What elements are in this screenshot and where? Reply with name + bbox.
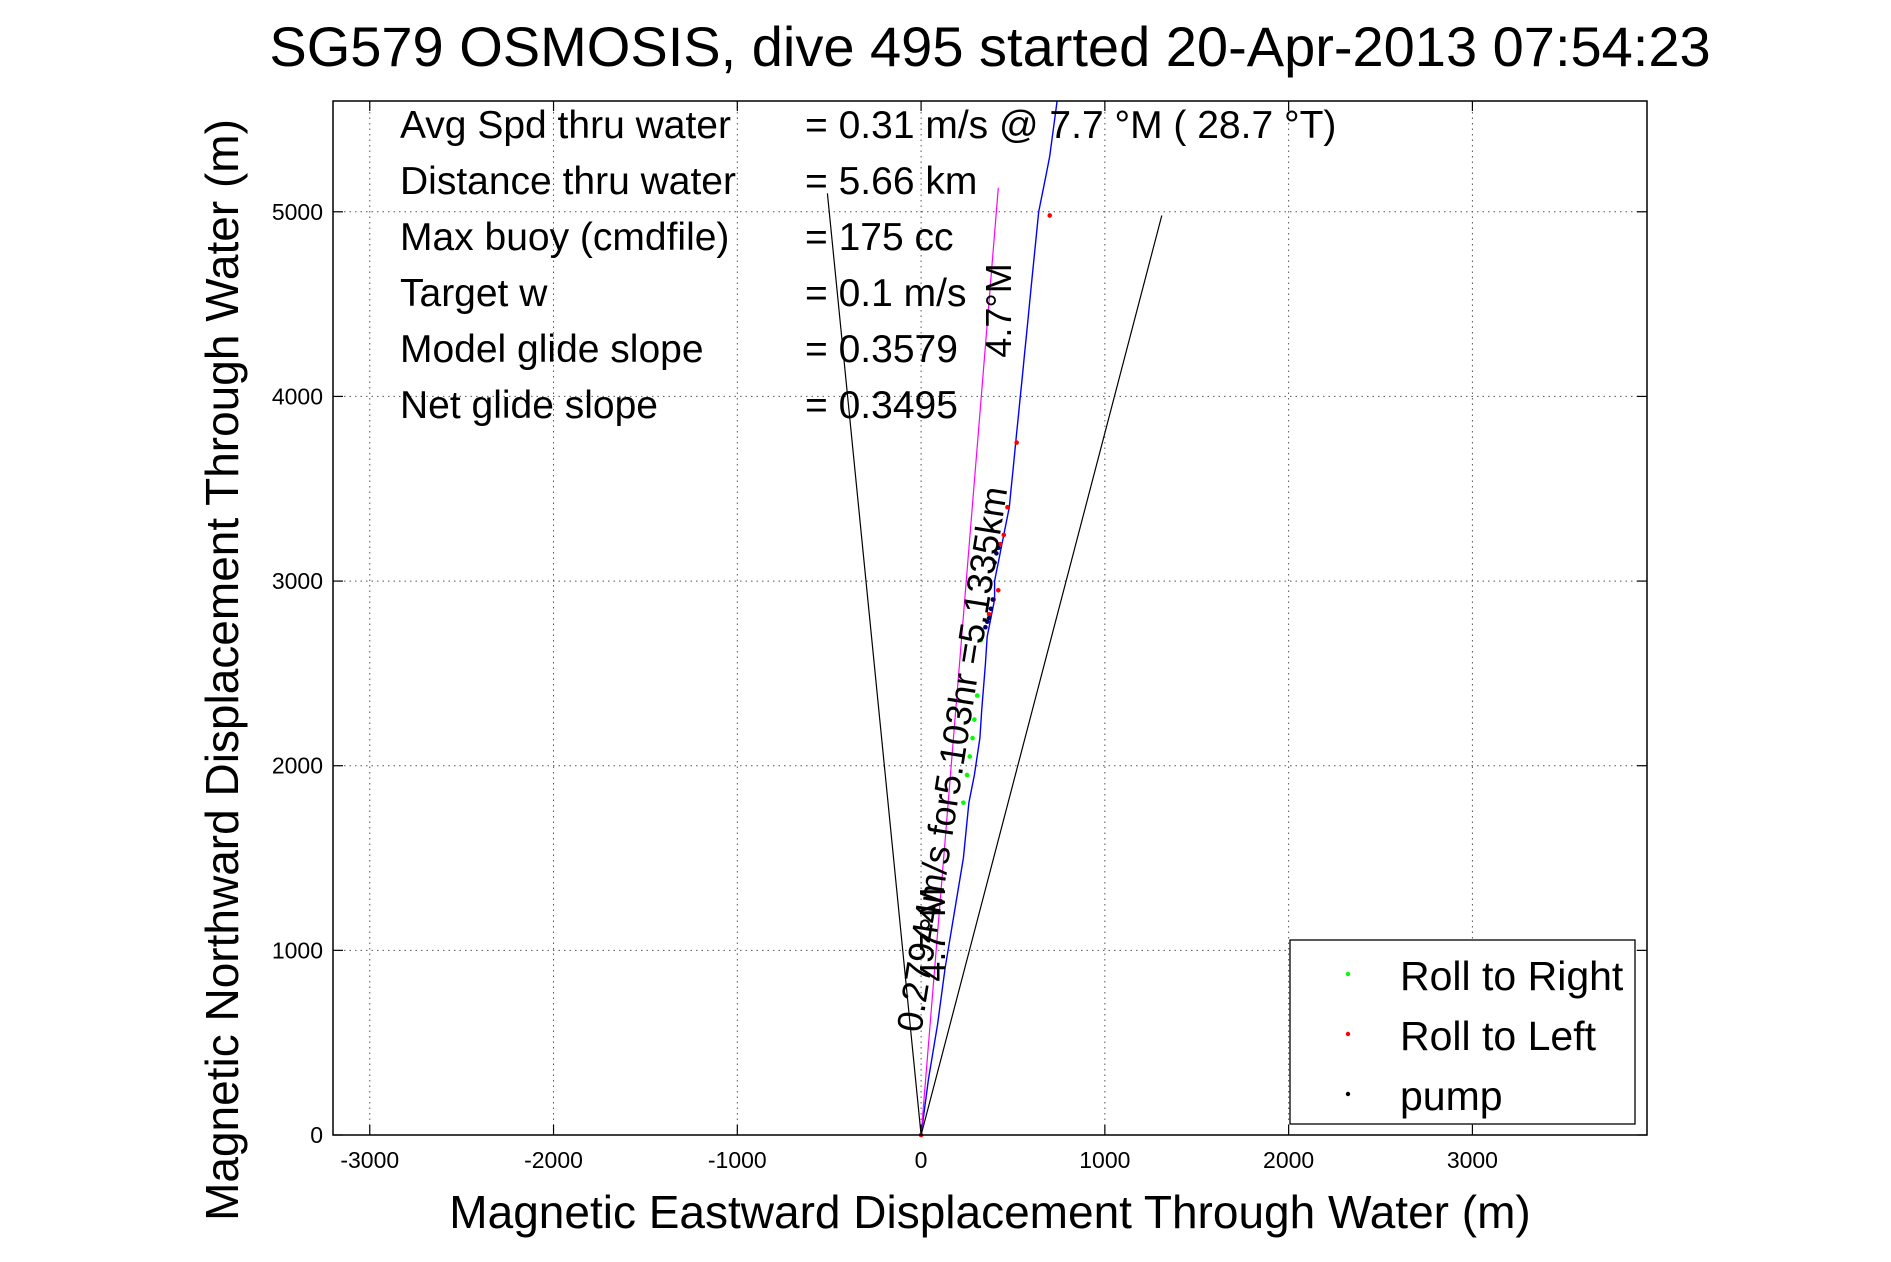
marker-roll-right — [967, 754, 973, 759]
stat-value: = 0.3495 — [805, 384, 958, 427]
annotation-label: 4.7°M — [912, 887, 953, 981]
x-tick-label: -1000 — [708, 1147, 767, 1173]
data-markers — [918, 213, 1053, 1138]
chart-title: SG579 OSMOSIS, dive 495 started 20-Apr-2… — [269, 15, 1710, 78]
stat-label: Max buoy (cmdfile) — [400, 216, 729, 259]
marker-pump — [992, 560, 997, 565]
legend-marker — [1345, 1091, 1351, 1097]
axis-ticks: -3000 -2000 -1000 0 1000 2000 3000 0 1000 2000 300… — [272, 101, 1647, 1173]
marker-roll-right — [961, 800, 966, 805]
x-tick-label: 2000 — [1263, 1147, 1314, 1173]
y-tick-label: 1000 — [272, 937, 323, 963]
marker-roll-right — [964, 772, 970, 778]
marker-pump — [984, 619, 990, 624]
marker-roll-left — [997, 541, 1003, 547]
marker-roll-right — [978, 637, 984, 643]
stat-value: = 175 cc — [805, 216, 954, 259]
marker-roll-left — [1047, 213, 1053, 218]
stat-value: = 0.31 m/s @ 7.7 °M ( 28.7 °T) — [805, 104, 1336, 147]
legend-label: Roll to Right — [1400, 953, 1624, 999]
marker-roll-right — [972, 717, 977, 722]
stat-label: Net glide slope — [400, 384, 658, 427]
legend: Roll to Right Roll to Left pump — [1289, 939, 1636, 1125]
marker-roll-left — [1014, 440, 1019, 445]
marker-roll-left — [1005, 504, 1010, 510]
marker-pump — [994, 551, 999, 556]
y-tick-label: 3000 — [272, 568, 323, 594]
marker-roll-left — [1001, 532, 1007, 538]
y-tick-label: 4000 — [272, 383, 323, 409]
series-envelope-left — [826, 193, 922, 1136]
legend-marker — [1345, 971, 1351, 977]
dive-stats: Avg Spd thru water = 0.31 m/s @ 7.7 °M ( … — [400, 104, 1336, 427]
x-tick-label: 0 — [915, 1147, 928, 1173]
y-tick-label: 5000 — [272, 199, 323, 225]
marker-roll-left — [995, 588, 1001, 593]
x-axis-label: Magnetic Eastward Displacement Through W… — [449, 1186, 1530, 1238]
x-tick-label: 3000 — [1447, 1147, 1498, 1173]
x-tick-label: -3000 — [340, 1147, 399, 1173]
marker-pump — [983, 624, 988, 630]
stat-label: Avg Spd thru water — [400, 104, 731, 147]
marker-pump — [995, 545, 1001, 551]
x-tick-label: 1000 — [1079, 1147, 1130, 1173]
legend-label: Roll to Left — [1400, 1013, 1597, 1059]
marker-roll-left — [986, 612, 992, 617]
series-envelope-right — [920, 215, 1163, 1136]
stat-label: Target w — [400, 272, 548, 315]
y-axis-label: Magnetic Northward Displacement Through … — [196, 119, 248, 1221]
plot-frame — [332, 100, 1648, 1136]
stat-value: = 0.1 m/s — [805, 272, 966, 315]
stat-label: Distance thru water — [400, 160, 736, 203]
stat-label: Model glide slope — [400, 328, 704, 371]
x-tick-label: -2000 — [524, 1147, 583, 1173]
annotation-label: 4.7°M — [978, 263, 1019, 357]
marker-roll-right — [970, 735, 975, 741]
y-tick-label: 2000 — [272, 753, 323, 779]
legend-label: pump — [1400, 1073, 1503, 1119]
stat-value: = 0.3579 — [805, 328, 958, 371]
legend-marker — [1345, 1031, 1351, 1037]
stat-value: = 5.66 km — [805, 160, 977, 203]
marker-pump — [990, 597, 996, 602]
marker-pump — [988, 606, 994, 612]
series-net-heading — [920, 187, 999, 1136]
y-tick-label: 0 — [310, 1122, 323, 1148]
marker-roll-right — [974, 693, 980, 698]
marker-pump — [986, 615, 992, 621]
